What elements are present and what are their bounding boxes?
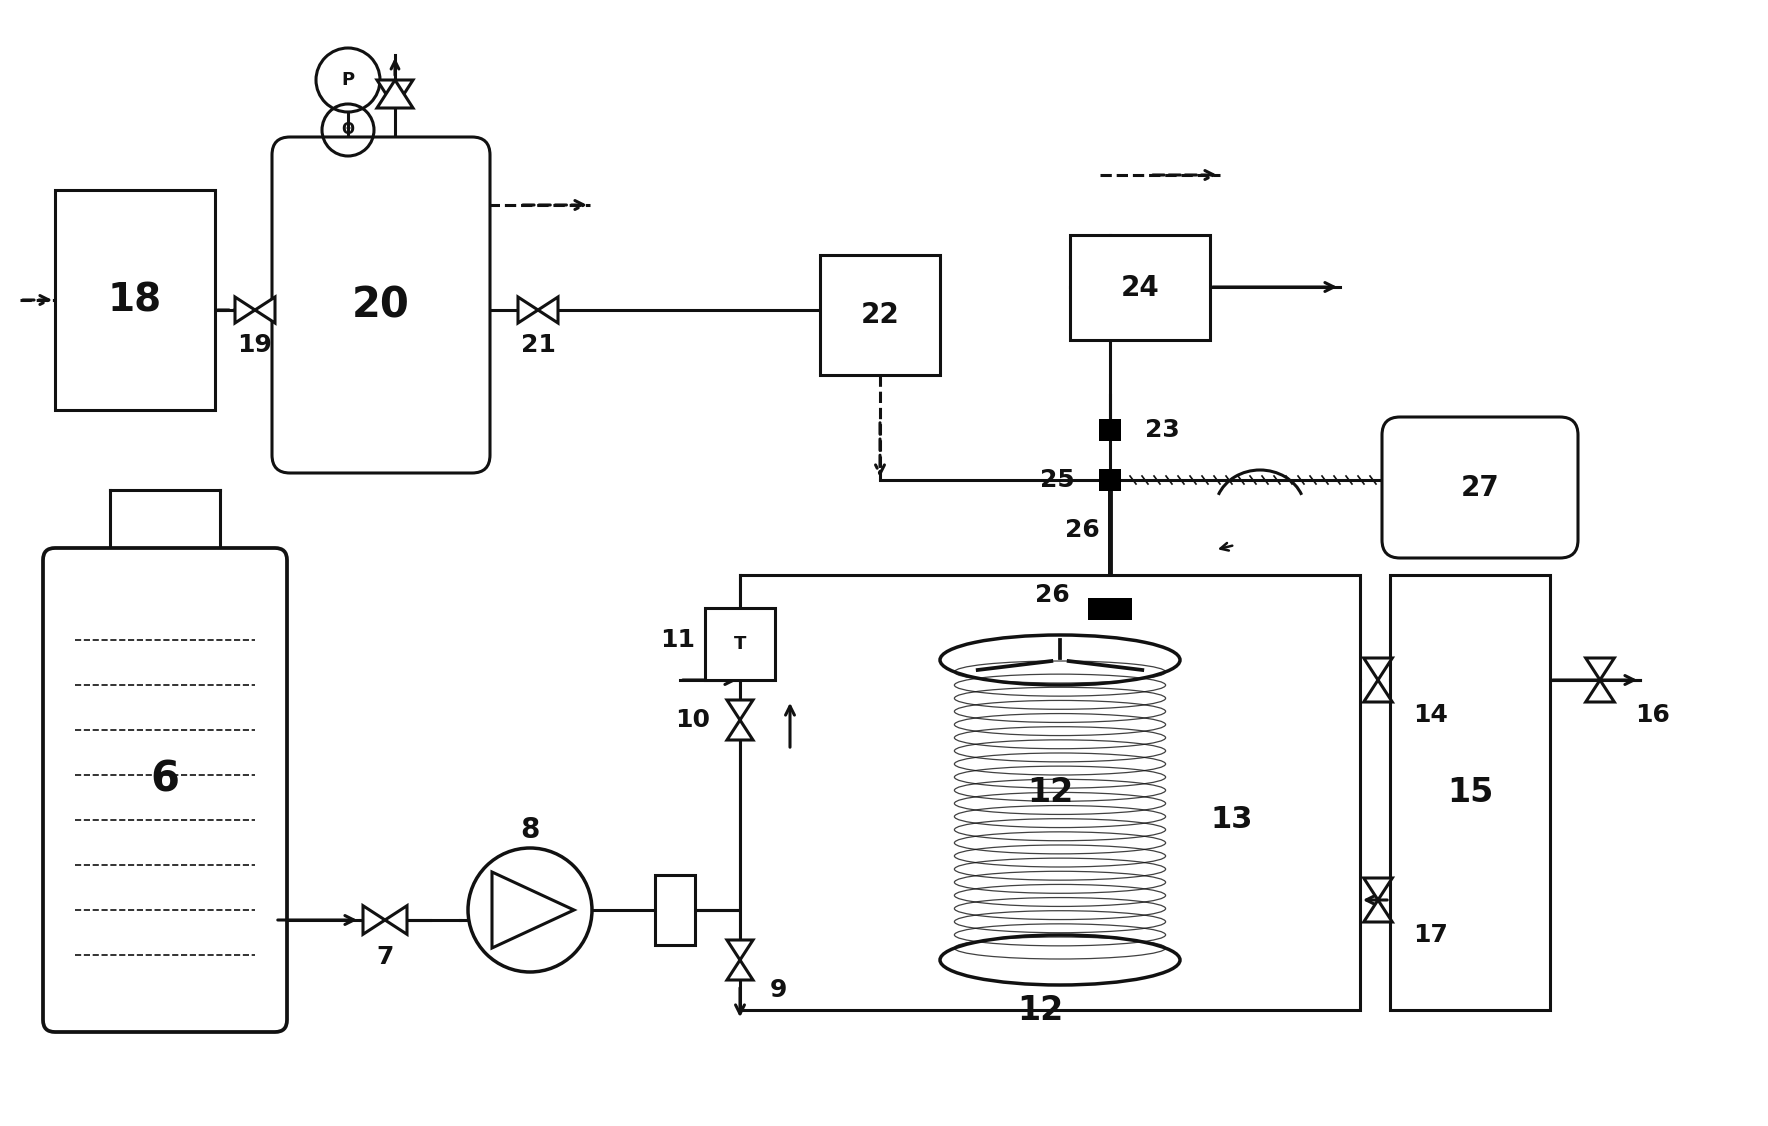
Ellipse shape	[941, 935, 1179, 985]
Bar	[1087, 598, 1132, 620]
Text: 23: 23	[1146, 418, 1179, 443]
Polygon shape	[537, 297, 559, 323]
Polygon shape	[727, 720, 753, 740]
Text: Θ: Θ	[341, 123, 355, 137]
Text: 6: 6	[150, 759, 180, 801]
Text: 12: 12	[1017, 993, 1063, 1027]
FancyBboxPatch shape	[272, 137, 490, 473]
Text: 15: 15	[1446, 776, 1494, 808]
Text: 16: 16	[1635, 703, 1669, 727]
FancyBboxPatch shape	[1383, 417, 1579, 558]
Text: 24: 24	[1121, 274, 1160, 302]
Polygon shape	[1363, 900, 1393, 922]
Text: 13: 13	[1209, 805, 1252, 834]
Polygon shape	[377, 80, 414, 108]
Bar	[705, 608, 774, 680]
Bar	[1100, 419, 1121, 441]
Bar	[741, 575, 1360, 1010]
Bar	[55, 190, 216, 410]
Text: 8: 8	[520, 816, 539, 844]
Text: 18: 18	[108, 282, 163, 319]
Text: 26: 26	[1066, 518, 1100, 542]
Polygon shape	[385, 905, 407, 935]
Text: 14: 14	[1413, 703, 1448, 727]
Polygon shape	[1586, 680, 1614, 701]
Ellipse shape	[941, 635, 1179, 685]
Text: 17: 17	[1413, 923, 1448, 947]
Polygon shape	[1363, 658, 1393, 680]
Bar	[1390, 575, 1551, 1010]
Polygon shape	[1363, 878, 1393, 900]
Text: 7: 7	[377, 945, 394, 969]
Text: 20: 20	[352, 284, 410, 327]
Polygon shape	[235, 297, 255, 323]
Text: 9: 9	[771, 978, 787, 1002]
Polygon shape	[518, 297, 537, 323]
Polygon shape	[255, 297, 276, 323]
Text: T: T	[734, 635, 746, 653]
Polygon shape	[492, 872, 575, 948]
Bar	[1070, 235, 1209, 340]
Text: 12: 12	[1027, 776, 1073, 808]
Text: P: P	[341, 71, 355, 89]
Text: 11: 11	[659, 628, 695, 652]
Text: 27: 27	[1460, 474, 1499, 501]
Polygon shape	[1363, 680, 1393, 701]
Polygon shape	[362, 905, 385, 935]
Bar	[1100, 470, 1121, 491]
Text: 22: 22	[861, 301, 900, 329]
Polygon shape	[727, 960, 753, 980]
FancyBboxPatch shape	[42, 548, 286, 1033]
Text: 19: 19	[237, 333, 272, 357]
Text: 21: 21	[520, 333, 555, 357]
Bar	[820, 254, 941, 375]
Polygon shape	[1586, 658, 1614, 680]
Text: 25: 25	[1040, 468, 1075, 492]
Text: 26: 26	[1036, 583, 1070, 607]
Bar	[654, 875, 695, 945]
Polygon shape	[727, 940, 753, 960]
Polygon shape	[377, 80, 414, 108]
Polygon shape	[727, 700, 753, 720]
Text: 10: 10	[675, 708, 711, 732]
